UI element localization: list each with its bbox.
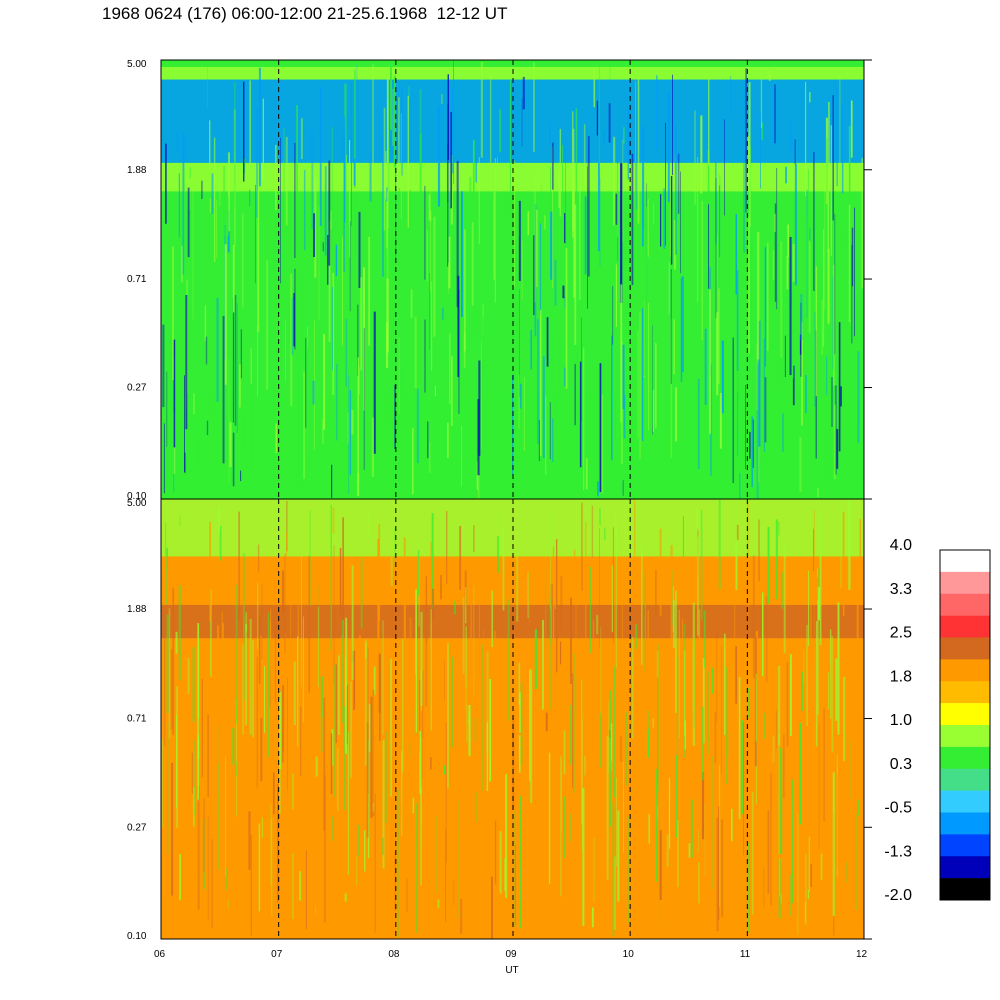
colorbar: 4.0 3.3 2.5 1.8 1.0 0.3 -0.5 -1.3 -2.0 [884, 537, 991, 904]
colorbar-frame [939, 549, 991, 901]
spectrogram-band [161, 79, 864, 163]
x-tick-label: 08 [388, 949, 400, 960]
colorbar-label: 0.3 [890, 756, 912, 773]
colorbar-label: 3.3 [890, 581, 912, 598]
y-tick-label: 0.10 [127, 491, 147, 502]
colorbar-cell [940, 637, 990, 660]
colorbar-cell [940, 571, 990, 595]
x-tick-label: 06 [154, 949, 166, 960]
x-tick-label: 09 [506, 949, 518, 960]
colorbar-cell [940, 703, 990, 726]
y-tick-label: 0.10 [127, 931, 147, 942]
y-tick-label: 1.88 [127, 604, 147, 615]
y-tick-label: 1.88 [127, 165, 147, 176]
chart-title: 1968 0624 (176) 06:00-12:00 21-25.6.1968… [102, 4, 508, 23]
colorbar-cell [940, 681, 990, 704]
x-tick-label: 10 [623, 949, 635, 960]
colorbar-label: -1.3 [884, 843, 912, 860]
x-tick-label: 11 [740, 949, 751, 960]
x-tick-label: 12 [856, 949, 868, 960]
colorbar-cell [940, 615, 990, 638]
y-tick-label: 0.71 [127, 274, 147, 285]
colorbar-label: -0.5 [884, 800, 912, 817]
colorbar-cell [940, 550, 990, 573]
y-tick-label: 0.27 [127, 822, 147, 833]
colorbar-cell [940, 878, 990, 901]
axes: 5.001.880.710.270.105.001.880.710.270.10… [127, 59, 872, 960]
colorbar-label: 2.5 [890, 625, 912, 642]
colorbar-cell [940, 768, 990, 791]
y-tick-label: 5.00 [127, 498, 147, 509]
x-tick-label: 07 [271, 949, 283, 960]
colorbar-cell [940, 856, 990, 879]
spectrogram-texture [162, 60, 864, 499]
spectrogram-texture [162, 499, 862, 939]
colorbar-label: -2.0 [884, 887, 912, 904]
colorbar-cell [940, 725, 990, 748]
colorbar-cell [940, 812, 990, 835]
colorbar-cell [940, 746, 990, 770]
y-tick-label: 5.00 [127, 59, 147, 70]
colorbar-cell [940, 790, 990, 813]
y-tick-label: 0.27 [127, 383, 147, 394]
x-axis-label: UT [505, 965, 518, 976]
y-tick-label: 0.71 [127, 714, 147, 725]
colorbar-label: 1.0 [890, 712, 912, 729]
colorbar-cell [940, 834, 990, 857]
colorbar-label: 1.8 [890, 668, 912, 685]
colorbar-label: 4.0 [890, 537, 912, 554]
colorbar-cell [940, 593, 990, 616]
colorbar-cell [940, 659, 990, 682]
